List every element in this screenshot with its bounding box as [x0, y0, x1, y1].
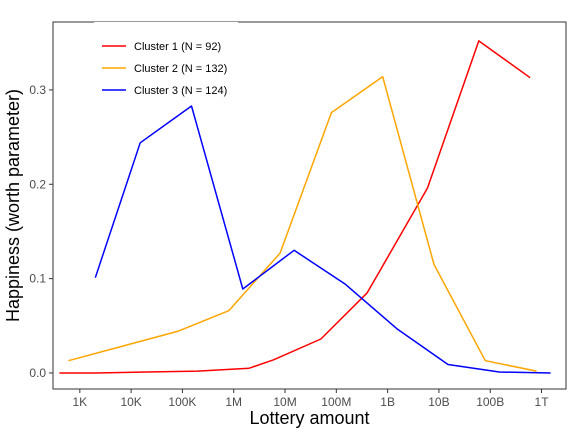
series-line-cluster-1: [59, 40, 531, 374]
y-tick-label: 0.2: [29, 177, 46, 191]
series-line-cluster-3: [94, 105, 551, 374]
y-tick-label: 0.1: [29, 272, 46, 286]
legend-label-cluster-2: Cluster 2 (N = 132): [134, 63, 227, 75]
y-axis-title: Happiness (worth parameter): [3, 89, 23, 322]
x-tick-label: 100K: [168, 395, 196, 409]
y-axis: 0.0 0.1 0.2 0.3: [29, 83, 53, 380]
x-tick-label: 10M: [273, 395, 296, 409]
x-tick-label: 1B: [380, 395, 395, 409]
x-tick-label: 100M: [321, 395, 351, 409]
series-layer: [59, 40, 551, 374]
legend: Cluster 1 (N = 92) Cluster 2 (N = 132) Clu…: [94, 22, 238, 104]
x-axis: 1K 10K 100K 1M 10M 100M 1B 10B 100B 1T: [72, 389, 549, 409]
x-tick-label: 1K: [72, 395, 87, 409]
legend-label-cluster-1: Cluster 1 (N = 92): [134, 41, 221, 53]
plot-border: [52, 21, 567, 390]
x-tick-label: 1M: [225, 395, 242, 409]
x-tick-label: 10K: [120, 395, 141, 409]
legend-label-cluster-3: Cluster 3 (N = 124): [134, 85, 227, 97]
y-tick-label: 0.0: [29, 366, 46, 380]
x-axis-title: Lottery amount: [249, 408, 369, 428]
x-tick-label: 1T: [535, 395, 550, 409]
y-tick-label: 0.3: [29, 83, 46, 97]
series-line-cluster-2: [68, 75, 537, 372]
x-tick-label: 100B: [476, 395, 504, 409]
x-tick-label: 10B: [428, 395, 449, 409]
